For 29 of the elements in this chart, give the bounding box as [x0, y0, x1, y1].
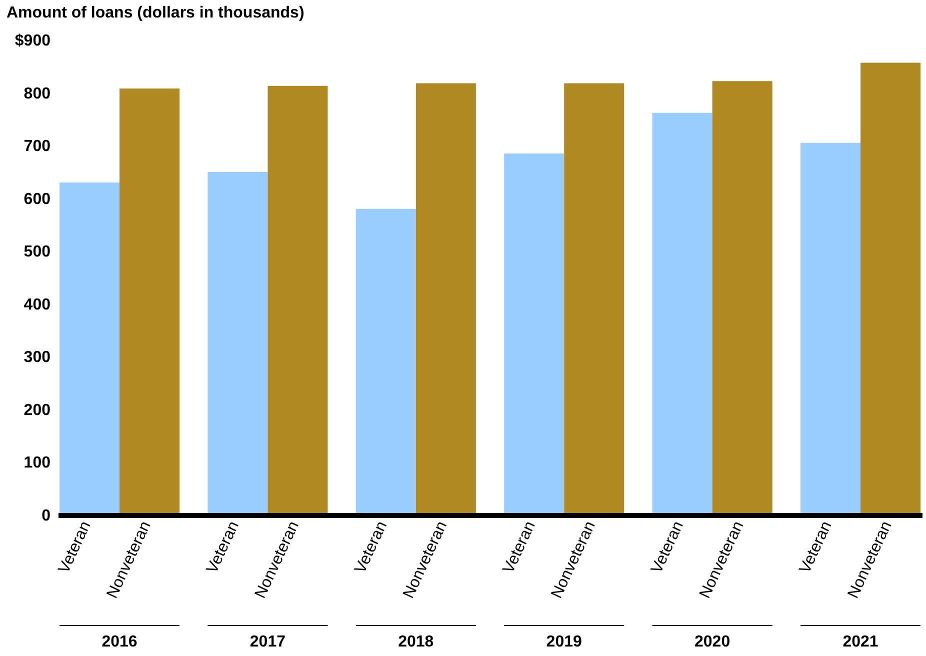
bar	[356, 208, 416, 515]
y-tick-label: 0	[42, 508, 51, 524]
y-tick-label: 300	[24, 349, 51, 366]
y-tick-label: 200	[24, 402, 51, 419]
bar	[120, 88, 180, 515]
y-tick-label: 500	[24, 244, 51, 261]
x-tick-label: 2018	[398, 634, 434, 650]
bar	[712, 81, 772, 515]
bar	[416, 83, 476, 515]
y-axis-title: Amount of loans (dollars in thousands)	[6, 4, 304, 22]
x-tick-label: 2019	[546, 634, 582, 650]
bar	[860, 62, 921, 515]
y-tick-label: 400	[24, 296, 51, 314]
y-tick-label: 800	[24, 85, 51, 102]
y-tick-label: $900	[14, 32, 51, 50]
bar	[268, 86, 328, 515]
bar	[564, 83, 624, 515]
y-tick-label: 700	[24, 138, 51, 156]
bar	[652, 112, 712, 515]
bar	[504, 153, 564, 515]
y-tick-label: 600	[24, 190, 51, 208]
bar	[59, 182, 120, 515]
x-tick-label: 2020	[694, 634, 730, 650]
bar	[208, 172, 268, 515]
x-tick-label: 2016	[102, 634, 138, 650]
x-tick-label: 2017	[250, 634, 286, 650]
x-tick-label: 2021	[842, 634, 878, 650]
bar	[800, 142, 860, 515]
y-tick-label: 100	[24, 454, 51, 472]
